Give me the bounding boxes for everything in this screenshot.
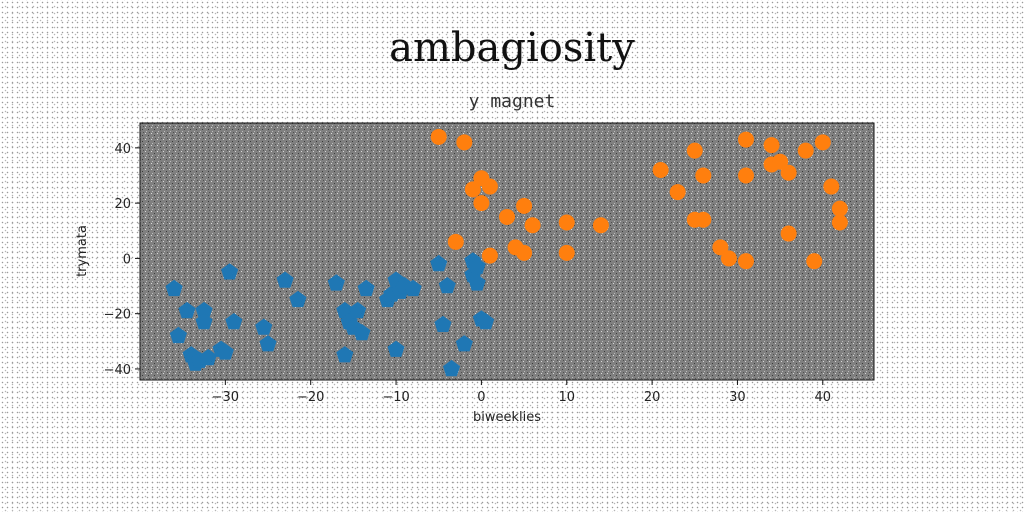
data-point-series-0-8 [199,348,217,366]
x-tick-label-7: 40 [815,390,832,405]
x-tick-label-0: −30 [212,390,239,405]
data-point-series-1-35 [823,178,840,195]
data-point-series-0-39 [468,257,486,274]
data-point-series-0-10 [216,343,234,360]
data-point-series-0-17 [327,274,345,291]
data-point-series-1-8 [499,208,515,225]
chart-title: ambagiosity [389,25,635,71]
x-tick-label-6: 30 [729,390,746,405]
data-point-series-0-40 [468,274,486,291]
data-point-series-1-27 [763,137,780,154]
y-tick-label-3: 20 [114,197,131,212]
data-point-series-1-12 [524,217,541,234]
data-point-series-0-33 [434,315,452,332]
data-point-series-1-11 [516,244,533,261]
data-point-series-1-3 [464,181,481,198]
data-point-series-0-31 [404,279,422,297]
data-point-series-1-29 [772,153,789,170]
data-point-series-0-2 [178,301,196,319]
chart-subtitle: y magnet [468,91,556,112]
plot-frame [139,122,875,381]
data-point-series-1-13 [558,214,575,231]
x-tick-label-2: −10 [382,390,409,405]
x-tick-label-5: 20 [644,390,661,405]
data-point-series-1-2 [447,233,464,250]
y-tick-label-4: 40 [114,142,131,157]
data-point-series-1-15 [592,217,609,234]
data-point-series-1-25 [737,167,754,184]
data-point-series-0-32 [430,254,448,272]
data-point-series-1-32 [797,142,814,159]
data-point-series-1-21 [695,167,712,184]
x-tick-label-1: −20 [297,390,324,405]
data-point-series-1-6 [481,178,498,195]
y-tick-label-2: 0 [123,252,131,267]
x-axis: −30 −20 −10 0 10 20 30 40 [212,380,831,405]
y-axis-label: trymata [75,225,90,277]
data-point-series-0-42 [477,313,495,330]
data-point-series-1-37 [831,214,848,231]
data-point-series-0-36 [455,335,473,352]
data-point-series-0-15 [276,271,294,288]
y-tick-label-0: −40 [104,363,131,378]
data-point-series-1-26 [737,253,754,270]
data-point-series-1-5 [473,195,490,212]
data-point-series-1-31 [780,225,797,242]
data-point-series-0-22 [349,301,367,319]
data-point-series-0-34 [438,277,456,294]
x-tick-label-4: 10 [558,390,575,405]
data-point-series-1-7 [481,247,498,264]
data-point-series-1-14 [558,244,575,261]
data-point-series-1-10 [516,197,533,214]
data-point-series-0-35 [443,359,461,377]
data-point-series-0-19 [336,346,354,363]
data-point-series-1-36 [831,200,848,217]
data-point-series-0-14 [259,335,277,352]
y-axis: −40 −20 0 20 40 [104,142,140,378]
data-point-series-0-1 [169,326,187,344]
data-point-series-0-24 [357,279,375,297]
x-axis-label: biweeklies [473,410,541,425]
data-point-series-0-28 [387,340,405,357]
data-point-series-0-6 [195,301,213,319]
y-tick-label-1: −20 [104,308,131,323]
data-point-series-0-7 [195,313,213,330]
data-point-series-1-17 [669,184,686,201]
plot-noise [140,123,874,380]
data-point-series-1-30 [780,164,797,181]
points-layer [165,128,848,377]
data-point-series-0-13 [255,318,273,335]
data-point-series-1-18 [686,142,703,159]
data-point-series-1-34 [814,134,831,151]
data-point-series-1-22 [712,239,729,256]
data-point-series-0-23 [353,324,371,341]
data-point-series-0-0 [165,279,183,297]
data-point-series-1-23 [720,250,737,267]
x-tick-label-3: 0 [477,390,485,405]
data-point-series-1-1 [456,134,473,151]
data-point-series-1-0 [430,128,447,145]
data-point-series-1-24 [737,131,754,148]
data-point-series-1-20 [695,211,712,228]
data-point-series-0-11 [221,263,239,280]
data-point-series-1-33 [806,253,823,270]
data-point-series-0-12 [225,313,243,330]
data-point-series-1-16 [652,161,669,178]
data-point-series-0-16 [289,290,307,308]
